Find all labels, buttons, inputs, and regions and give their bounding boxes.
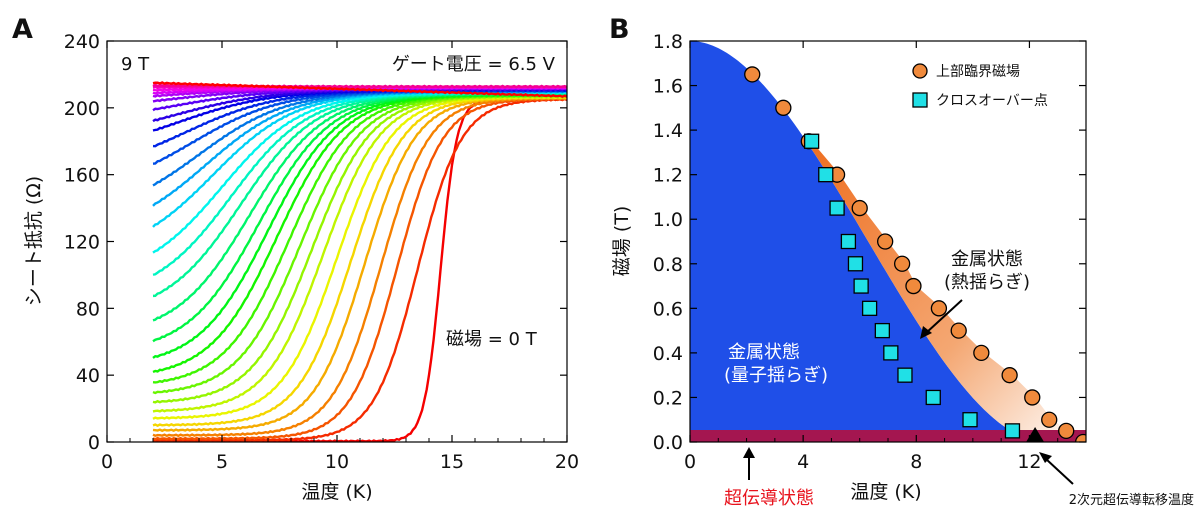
crossover-point — [829, 200, 845, 216]
y-axis-label-a: シート抵抗 (Ω) — [23, 176, 45, 306]
y-tick-label-b: 0.4 — [653, 343, 683, 365]
hc2-point — [775, 99, 792, 116]
hc2-point — [877, 233, 894, 250]
x-tick-label-a: 0 — [101, 451, 113, 473]
rt-curve — [152, 81, 567, 99]
ticks-b: 0 4 8 12 0.0 0.2 0.4 0.6 0.8 1.0 1.2 1.4 1.6 1.8 — [653, 31, 1086, 473]
y-tick-label-b: 1.0 — [653, 209, 683, 231]
x-tick-label-b: 4 — [797, 451, 809, 473]
label-thermal-line2: (熱揺らぎ) — [944, 272, 1030, 293]
rt-curve — [152, 97, 567, 442]
crossover-point — [853, 278, 869, 294]
y-tick-label-a: 40 — [76, 365, 100, 387]
hc2-point — [905, 277, 922, 295]
arrow-thermal — [925, 299, 963, 334]
annotation-top-field: 9 T — [121, 54, 150, 75]
x-tick-label-a: 5 — [216, 451, 228, 473]
x-tick-label-a: 20 — [555, 451, 579, 473]
crossover-point — [847, 256, 864, 272]
arrow-superconducting-head — [743, 447, 755, 458]
panel-a-letter: A — [12, 14, 33, 45]
region-metallic-quantum — [690, 41, 1086, 442]
x-tick-label-a: 15 — [440, 451, 464, 473]
rt-curve — [152, 95, 567, 427]
region-superconducting — [690, 430, 1086, 442]
x-axis-label-a: 温度 (K) — [301, 481, 372, 503]
crossover-point — [925, 389, 941, 406]
hc2-point — [1041, 411, 1058, 428]
hc2-point — [1075, 433, 1086, 442]
rt-curve — [152, 94, 567, 404]
crossover-point — [962, 412, 978, 428]
legend-b: 上部臨界磁場 クロスオーバー点 — [912, 63, 1048, 109]
hc2-point — [950, 322, 967, 339]
hc2-point — [930, 300, 948, 317]
arrow-bkt — [1045, 458, 1074, 485]
curves-a — [152, 81, 567, 442]
rt-curve — [152, 95, 567, 420]
x-tick-label-b: 8 — [910, 451, 922, 473]
rt-curve — [152, 91, 567, 322]
arrow-thermal-head — [920, 326, 932, 339]
markers-b — [744, 66, 1086, 442]
y-tick-label-a: 80 — [76, 298, 100, 320]
x-tick-label-b: 0 — [684, 451, 696, 473]
panel-b-letter: B — [609, 14, 630, 45]
crossover-point — [883, 345, 899, 361]
legend-marker-circle — [912, 63, 928, 79]
y-tick-label-a: 0 — [88, 432, 100, 454]
y-axis-label-b: 磁場 (T) — [611, 206, 633, 276]
legend-marker-square — [912, 92, 928, 108]
hc2-point — [744, 66, 761, 83]
y-tick-label-a: 200 — [64, 98, 100, 120]
label-quantum-line1: 金属状態 — [728, 342, 800, 363]
label-quantum-line2: (量子揺らぎ) — [724, 365, 828, 386]
y-tick-label-b: 0.0 — [653, 432, 683, 454]
crossover-point — [897, 367, 913, 383]
y-tick-label-b: 1.6 — [653, 76, 683, 98]
y-tick-label-b: 1.8 — [653, 31, 683, 53]
annotation-gate-voltage: ゲート電圧 = 6.5 V — [392, 54, 556, 75]
arrow-bkt-head — [1039, 452, 1052, 463]
hc2-point — [1058, 422, 1075, 440]
panel-b: B 0 4 8 12 0.0 0.2 0.4 0.6 0.8 1.0 1.2 1.4 1.6 1.8 温度… — [609, 14, 1194, 509]
y-tick-label-b: 0.6 — [653, 298, 683, 320]
label-superconducting: 超伝導状態 — [724, 488, 814, 509]
y-tick-label-b: 1.4 — [653, 120, 683, 142]
y-tick-label-a: 160 — [64, 165, 100, 187]
crossover-point — [874, 322, 890, 339]
bkt-marker — [1026, 427, 1045, 442]
hc2-point — [973, 344, 990, 362]
y-tick-label-b: 0.2 — [653, 387, 683, 409]
crossover-point — [803, 133, 820, 149]
legend-label-hc2: 上部臨界磁場 — [936, 64, 1020, 80]
crossover-point — [840, 233, 857, 250]
y-tick-label-a: 240 — [64, 31, 100, 53]
label-bkt: 2次元超伝導転移温度 — [1069, 492, 1194, 508]
label-thermal-line1: 金属状態 — [951, 249, 1023, 270]
legend-label-crossover: クロスオーバー点 — [936, 93, 1048, 109]
hc2-point — [851, 199, 868, 217]
crossover-point — [818, 167, 834, 183]
hc2-point — [893, 255, 911, 272]
hc2-point — [1024, 389, 1041, 406]
crossover-point — [1004, 423, 1021, 439]
x-axis-label-b: 温度 (K) — [850, 481, 921, 503]
y-tick-label-b: 0.8 — [653, 254, 683, 276]
annotation-zero-field: 磁場 = 0 T — [446, 329, 538, 350]
crossover-point — [861, 300, 878, 316]
hc2-point — [1001, 367, 1018, 384]
x-tick-label-b: 12 — [1017, 451, 1041, 473]
y-tick-label-a: 120 — [64, 232, 100, 254]
y-tick-label-b: 1.2 — [653, 165, 683, 187]
x-tick-label-a: 10 — [325, 451, 349, 473]
